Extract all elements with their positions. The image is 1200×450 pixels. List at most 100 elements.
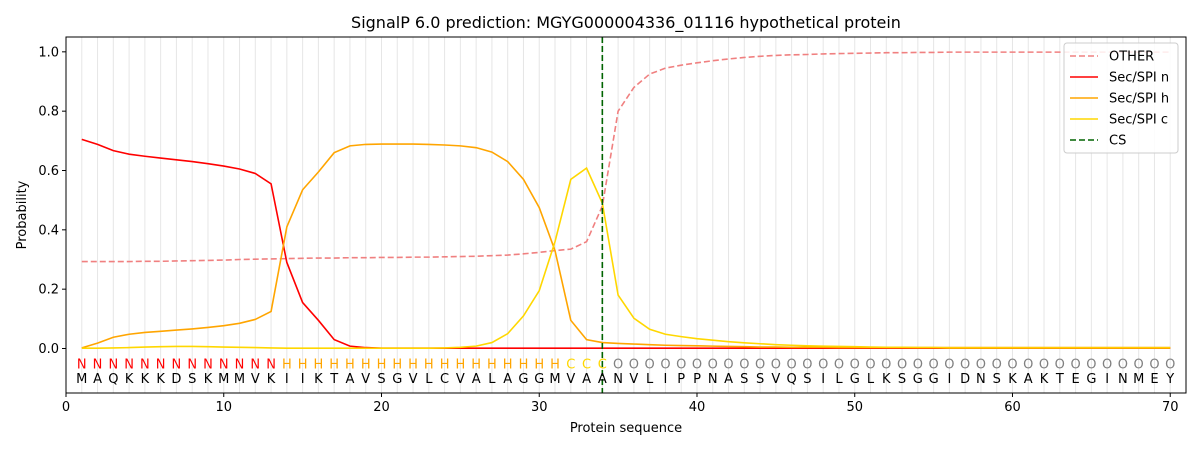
region-label: O xyxy=(992,357,1002,372)
legend-entry: CS xyxy=(1109,134,1126,149)
region-label: C xyxy=(598,357,607,372)
residue-label: I xyxy=(1105,372,1109,387)
residue-label: K xyxy=(1040,372,1049,387)
residue-label: M xyxy=(549,372,560,387)
region-label: O xyxy=(802,357,812,372)
y-tick-label: 0.6 xyxy=(38,164,59,179)
legend-entry: OTHER xyxy=(1109,50,1154,65)
residue-label: G xyxy=(929,372,939,387)
region-label: O xyxy=(897,357,907,372)
residue-label: G xyxy=(534,372,544,387)
x-tick-label: 50 xyxy=(846,400,863,415)
axes-frame xyxy=(65,36,1187,394)
residue-label: G xyxy=(1086,372,1096,387)
x-tick-label: 60 xyxy=(1004,400,1021,415)
region-label: O xyxy=(1007,357,1017,372)
residue-label: V xyxy=(251,372,260,387)
grid xyxy=(81,37,1171,393)
region-label: O xyxy=(708,357,718,372)
x-tick-label: 70 xyxy=(1162,400,1179,415)
region-label: H xyxy=(392,357,402,372)
residue-label: N xyxy=(976,372,986,387)
residue-label: L xyxy=(425,372,433,387)
region-label: O xyxy=(771,357,781,372)
region-label: H xyxy=(550,357,560,372)
region-label: H xyxy=(424,357,434,372)
y-tick-label: 0.8 xyxy=(38,105,59,120)
region-label: O xyxy=(1149,357,1159,372)
residue-label: G xyxy=(518,372,528,387)
region-label: N xyxy=(219,357,229,372)
plot-area xyxy=(81,37,1171,393)
y-axis: 0.0 0.2 0.4 0.6 0.8 1.0 xyxy=(38,45,66,357)
region-label: H xyxy=(377,357,387,372)
x-tick-label: 30 xyxy=(531,400,548,415)
region-label: O xyxy=(755,357,765,372)
region-label: O xyxy=(834,357,844,372)
region-label: O xyxy=(944,357,954,372)
region-label: O xyxy=(676,357,686,372)
x-tick-label: 0 xyxy=(62,400,70,415)
region-label: N xyxy=(187,357,197,372)
residue-label: L xyxy=(867,372,875,387)
residue-label: A xyxy=(503,372,512,387)
region-label: H xyxy=(408,357,418,372)
residue-label: G xyxy=(392,372,402,387)
region-label: O xyxy=(1070,357,1080,372)
residue-label: G xyxy=(850,372,860,387)
region-label: O xyxy=(1102,357,1112,372)
region-label: N xyxy=(93,357,103,372)
region-label: N xyxy=(124,357,134,372)
residue-label: L xyxy=(488,372,496,387)
residue-label: S xyxy=(803,372,811,387)
y-tick-label: 0.0 xyxy=(38,342,59,357)
residue-label: A xyxy=(345,372,354,387)
residue-label: E xyxy=(1071,372,1079,387)
region-label: H xyxy=(534,357,544,372)
region-label: C xyxy=(582,357,591,372)
residue-label: A xyxy=(598,372,607,387)
legend-box xyxy=(1063,42,1179,154)
region-label: O xyxy=(913,357,923,372)
residue-label: I xyxy=(664,372,668,387)
region-label: N xyxy=(203,357,213,372)
residue-label: S xyxy=(898,372,906,387)
residue-label: V xyxy=(629,372,638,387)
residue-label: A xyxy=(582,372,591,387)
residue-label: S xyxy=(188,372,196,387)
region-label: H xyxy=(298,357,308,372)
region-label: N xyxy=(266,357,276,372)
residue-label: G xyxy=(913,372,923,387)
residue-label: S xyxy=(993,372,1001,387)
region-label: H xyxy=(487,357,497,372)
region-label: O xyxy=(613,357,623,372)
residue-label: S xyxy=(740,372,748,387)
residue-label: E xyxy=(1150,372,1158,387)
region-label: C xyxy=(566,357,575,372)
residue-label: M xyxy=(76,372,87,387)
series-line-sec-spi-c xyxy=(81,166,1171,350)
residue-label: M xyxy=(234,372,245,387)
region-label: O xyxy=(1055,357,1065,372)
region-label: N xyxy=(108,357,118,372)
residue-label: K xyxy=(141,372,150,387)
region-label: O xyxy=(660,357,670,372)
residue-label: L xyxy=(646,372,654,387)
residue-label: Q xyxy=(787,372,797,387)
region-label: N xyxy=(250,357,260,372)
residue-label: T xyxy=(1055,372,1064,387)
residue-label: Q xyxy=(108,372,118,387)
region-label: O xyxy=(1118,357,1128,372)
region-label: O xyxy=(960,357,970,372)
residue-label: V xyxy=(566,372,575,387)
residue-label: A xyxy=(93,372,102,387)
residue-label: K xyxy=(156,372,165,387)
residue-label: A xyxy=(724,372,733,387)
residue-label: A xyxy=(1024,372,1033,387)
legend-entry: Sec/SPI c xyxy=(1109,113,1168,128)
residue-label: P xyxy=(693,372,701,387)
x-axis: 0 10 20 30 40 50 60 70 xyxy=(62,393,1179,415)
region-label: O xyxy=(881,357,891,372)
y-tick-label: 0.2 xyxy=(38,283,59,298)
region-label: N xyxy=(235,357,245,372)
